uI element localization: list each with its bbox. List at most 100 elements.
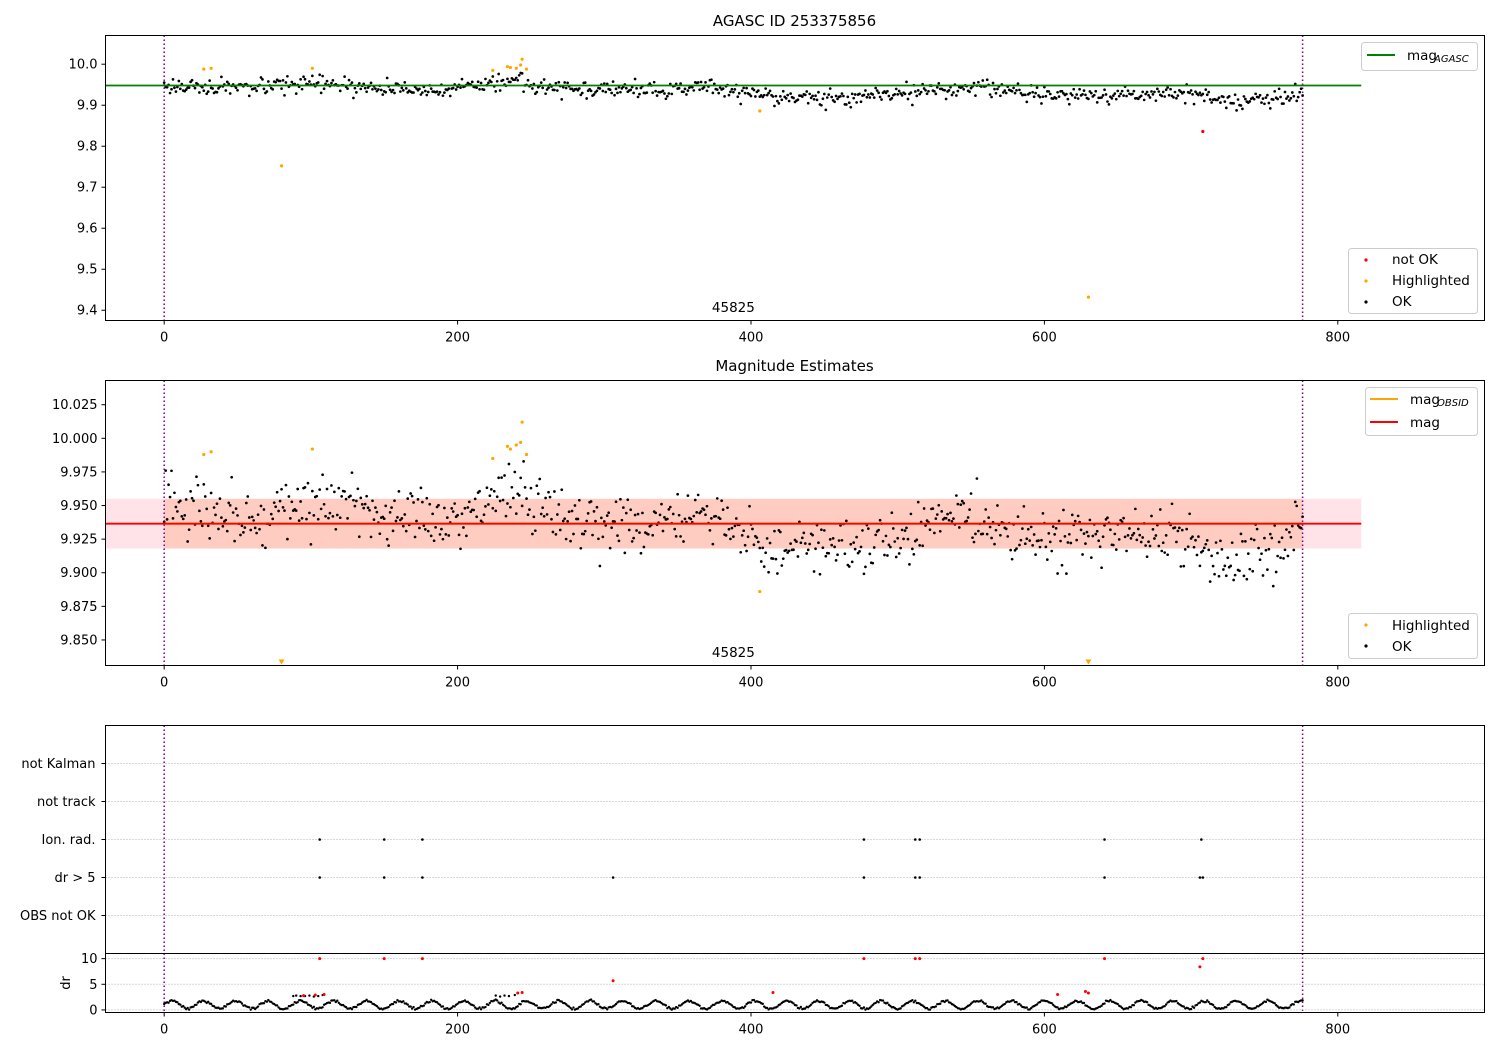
ok-point [946,512,949,516]
ok-point [1248,567,1252,571]
ok-point [514,512,518,515]
dr-ok-point [809,1003,813,1006]
ok-point [589,89,593,93]
ok-point [1044,94,1048,98]
ok-point [1067,102,1071,106]
ok-point [977,529,980,533]
dr-ok-point [535,1004,538,1007]
ok-point [280,87,283,91]
ok-point [974,94,977,97]
dr-ok-point [209,1002,213,1006]
ok-point [718,86,722,89]
legend-highlighted-marker-2 [1364,623,1368,627]
ok-point [1029,525,1033,529]
magnitude-obsid-label: 45825 [712,645,755,661]
ok-point [668,505,672,509]
ok-point [962,87,966,91]
ok-point [363,502,367,506]
ok-point [510,485,514,489]
ok-point [908,563,911,566]
ok-point [636,512,640,516]
ok-point [781,557,785,561]
dr-ok-point [1182,1005,1185,1008]
ok-point [704,81,707,84]
ok-point [721,508,725,511]
ok-point [787,549,791,553]
dr-ok-point [928,1008,932,1011]
dr-ok-point [1015,1000,1018,1004]
dr-ok-point [667,1005,671,1009]
ok-point [394,519,398,523]
ok-point [680,520,684,524]
ok-point [403,513,407,516]
ok-point [1015,88,1018,92]
ok-point [1066,541,1070,544]
ok-point [834,558,838,562]
ok-point [602,82,606,85]
ok-point [1048,92,1052,96]
dr-ok-point [749,1001,753,1004]
dr-x-tick-label: 800 [1325,1023,1350,1038]
highlighted-point [519,440,523,444]
ok-point [824,554,828,558]
ok-point [651,91,655,95]
ok-point [1198,564,1202,568]
ok-point [771,557,775,560]
dr-ok-point [579,1005,583,1008]
dr-ok-point [199,1000,203,1004]
ok-point [982,520,986,523]
ok-point [732,90,735,94]
ok-point [935,85,939,89]
ok-point [822,92,826,96]
ok-point [784,548,788,552]
dr-ok-point [406,1003,409,1006]
ok-point [1025,537,1029,541]
ok-point [1125,549,1128,553]
ok-point [994,91,998,95]
ok-point [1158,508,1162,511]
ok-point [583,81,587,84]
ok-point [1018,88,1021,92]
dr-ok-point [592,1000,596,1003]
ok-point [847,565,851,568]
ok-point [730,87,734,91]
ok-point [331,79,335,82]
legend-highlighted-marker [1364,279,1368,283]
ok-point [916,500,920,504]
ok-point [1239,532,1243,536]
dr-ok-point [195,1003,198,1007]
ok-point [372,518,376,522]
ok-point [1245,577,1249,581]
dr-ok-point [321,1006,324,1009]
dr-ok-point [1301,999,1304,1002]
ok-point [633,513,637,517]
ok-point [554,532,558,536]
ok-point [343,75,346,78]
ok-point [933,531,936,535]
ok-point [924,524,927,527]
ok-point [192,499,195,503]
ok-point [1194,90,1197,94]
magnitude-y-ticks: 9.8509.8759.9009.9259.9509.97510.00010.0… [52,398,106,648]
dr-ok-point [1189,1007,1193,1011]
ok-point [1060,89,1064,93]
ok-point [1147,93,1150,97]
agasc-legend-upper-frame [1361,42,1478,71]
ok-point [1043,85,1046,89]
ok-point [456,513,459,517]
dr-ok-point [265,1000,269,1003]
ok-point [824,108,828,112]
ok-point [249,528,253,532]
ok-point [421,91,424,94]
ok-point [1191,535,1194,539]
ok-point [165,518,169,521]
ok-point [705,504,709,508]
ok-point [886,89,889,93]
ok-point [1025,100,1029,104]
dr-plateau-point [507,994,511,998]
ok-point [858,550,861,553]
ok-point [334,527,338,531]
ok-point [839,94,842,98]
magnitude-x-tick-label: 800 [1325,676,1350,691]
ok-point [1060,563,1064,567]
